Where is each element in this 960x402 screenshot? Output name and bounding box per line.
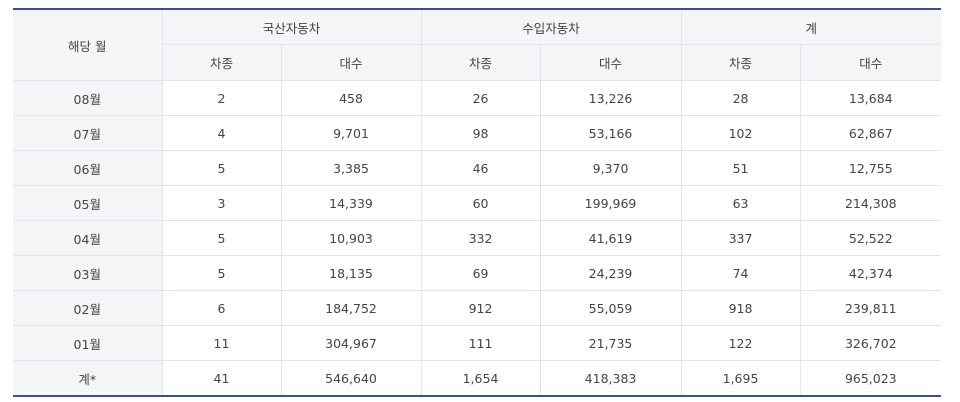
sub-header: 대수 [280, 44, 422, 81]
value-cell: 41 [161, 360, 281, 396]
value-cell: 11 [161, 325, 281, 361]
value-cell: 52,522 [799, 220, 942, 256]
month-cell: 04월 [13, 220, 162, 256]
value-cell: 1,695 [680, 360, 801, 396]
value-cell: 102 [680, 115, 801, 151]
value-cell: 46 [420, 150, 541, 186]
month-cell: 02월 [13, 290, 162, 326]
table-row: 05월 3 14,339 60 199,969 63 214,308 [13, 185, 942, 221]
value-cell: 60 [420, 185, 541, 221]
value-cell: 111 [420, 325, 541, 361]
total-group-header: 계 [680, 9, 942, 45]
month-cell: 계* [13, 360, 162, 396]
value-cell: 9,701 [280, 115, 422, 151]
value-cell: 2 [161, 80, 281, 116]
value-cell: 214,308 [799, 185, 942, 221]
value-cell: 304,967 [280, 325, 422, 361]
sub-header: 대수 [539, 44, 682, 81]
table-row: 04월 5 10,903 332 41,619 337 52,522 [13, 220, 942, 256]
table-row: 01월 11 304,967 111 21,735 122 326,702 [13, 325, 942, 361]
value-cell: 28 [680, 80, 801, 116]
value-cell: 12,755 [799, 150, 942, 186]
value-cell: 546,640 [280, 360, 422, 396]
value-cell: 326,702 [799, 325, 942, 361]
month-cell: 06월 [13, 150, 162, 186]
value-cell: 122 [680, 325, 801, 361]
table-header: 해당 월 국산자동차 수입자동차 계 차종 대수 차종 대수 차종 대수 [13, 9, 942, 81]
table-row: 08월 2 458 26 13,226 28 13,684 [13, 80, 942, 116]
vehicle-stats-table: 해당 월 국산자동차 수입자동차 계 차종 대수 차종 대수 차종 대수 08월… [13, 8, 942, 397]
table-row: 03월 5 18,135 69 24,239 74 42,374 [13, 255, 942, 291]
month-cell: 01월 [13, 325, 162, 361]
value-cell: 3,385 [280, 150, 422, 186]
value-cell: 5 [161, 220, 281, 256]
sub-header: 대수 [799, 44, 942, 81]
value-cell: 26 [420, 80, 541, 116]
value-cell: 6 [161, 290, 281, 326]
period-header: 해당 월 [13, 9, 162, 81]
value-cell: 53,166 [539, 115, 682, 151]
value-cell: 4 [161, 115, 281, 151]
value-cell: 912 [420, 290, 541, 326]
value-cell: 63 [680, 185, 801, 221]
month-cell: 03월 [13, 255, 162, 291]
value-cell: 9,370 [539, 150, 682, 186]
import-group-header: 수입자동차 [420, 9, 682, 45]
table-row: 02월 6 184,752 912 55,059 918 239,811 [13, 290, 942, 326]
table-body: 08월 2 458 26 13,226 28 13,684 07월 4 9,701 98 53,166… [13, 80, 942, 396]
table-row: 계* 41 546,640 1,654 418,383 1,695 965,023 [13, 360, 942, 396]
value-cell: 41,619 [539, 220, 682, 256]
value-cell: 5 [161, 150, 281, 186]
sub-header: 차종 [161, 44, 281, 81]
value-cell: 918 [680, 290, 801, 326]
value-cell: 13,226 [539, 80, 682, 116]
sub-header: 차종 [680, 44, 801, 81]
value-cell: 458 [280, 80, 422, 116]
value-cell: 965,023 [799, 360, 942, 396]
value-cell: 332 [420, 220, 541, 256]
value-cell: 184,752 [280, 290, 422, 326]
table-row: 06월 5 3,385 46 9,370 51 12,755 [13, 150, 942, 186]
value-cell: 62,867 [799, 115, 942, 151]
domestic-group-header: 국산자동차 [161, 9, 422, 45]
value-cell: 69 [420, 255, 541, 291]
month-cell: 07월 [13, 115, 162, 151]
value-cell: 74 [680, 255, 801, 291]
value-cell: 418,383 [539, 360, 682, 396]
value-cell: 1,654 [420, 360, 541, 396]
value-cell: 3 [161, 185, 281, 221]
value-cell: 24,239 [539, 255, 682, 291]
sub-header: 차종 [420, 44, 541, 81]
value-cell: 13,684 [799, 80, 942, 116]
value-cell: 42,374 [799, 255, 942, 291]
stats-table-container: 해당 월 국산자동차 수입자동차 계 차종 대수 차종 대수 차종 대수 08월… [13, 8, 942, 397]
value-cell: 51 [680, 150, 801, 186]
value-cell: 14,339 [280, 185, 422, 221]
month-cell: 05월 [13, 185, 162, 221]
value-cell: 5 [161, 255, 281, 291]
value-cell: 21,735 [539, 325, 682, 361]
value-cell: 337 [680, 220, 801, 256]
value-cell: 239,811 [799, 290, 942, 326]
value-cell: 199,969 [539, 185, 682, 221]
value-cell: 10,903 [280, 220, 422, 256]
value-cell: 98 [420, 115, 541, 151]
table-row: 07월 4 9,701 98 53,166 102 62,867 [13, 115, 942, 151]
month-cell: 08월 [13, 80, 162, 116]
value-cell: 18,135 [280, 255, 422, 291]
value-cell: 55,059 [539, 290, 682, 326]
